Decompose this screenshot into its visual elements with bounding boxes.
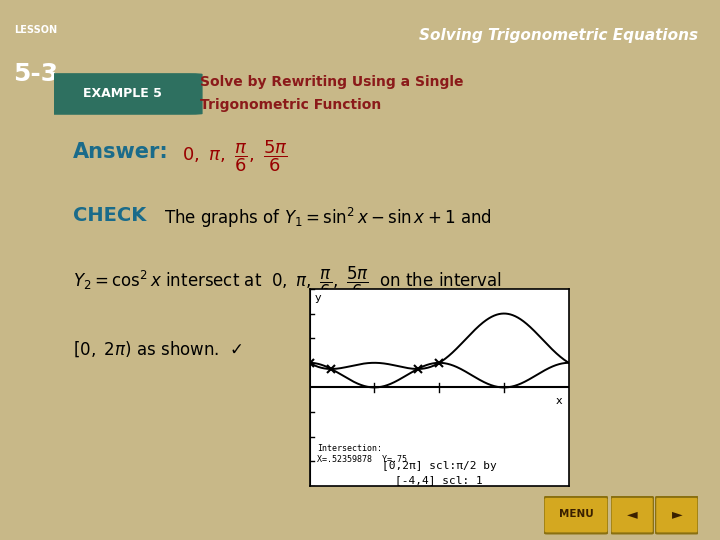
Text: Solving Trigonometric Equations: Solving Trigonometric Equations	[419, 28, 698, 43]
FancyBboxPatch shape	[42, 73, 202, 115]
Text: 5-3: 5-3	[13, 62, 58, 86]
Text: ►: ►	[672, 508, 682, 522]
Text: Intersection:
X=.52359878  Y=.75: Intersection: X=.52359878 Y=.75	[317, 444, 407, 463]
Text: EXAMPLE 5: EXAMPLE 5	[83, 86, 161, 99]
FancyBboxPatch shape	[544, 497, 608, 534]
Text: Solve by Rewriting Using a Single: Solve by Rewriting Using a Single	[199, 75, 463, 89]
Text: MENU: MENU	[559, 509, 593, 519]
FancyBboxPatch shape	[655, 497, 698, 534]
Text: x: x	[556, 396, 562, 406]
Text: $0,\ \pi,\ \dfrac{\pi}{6},\ \dfrac{5\pi}{6}$: $0,\ \pi,\ \dfrac{\pi}{6},\ \dfrac{5\pi}…	[182, 138, 288, 174]
Text: [0,2π] scl:π/2 by
[-4,4] scl: 1: [0,2π] scl:π/2 by [-4,4] scl: 1	[382, 461, 497, 484]
Text: The graphs of $\mathit{Y}_1 = \sin^2\mathit{x} - \sin\mathit{x} + 1$ and: The graphs of $\mathit{Y}_1 = \sin^2\mat…	[164, 206, 492, 230]
Text: Trigonometric Function: Trigonometric Function	[199, 98, 381, 112]
Text: $\mathit{Y}_2 = \cos^2\mathit{x}$ intersect at  $0,\ \pi,\ \dfrac{\pi}{6},\ \dfr: $\mathit{Y}_2 = \cos^2\mathit{x}$ inters…	[73, 265, 502, 300]
FancyBboxPatch shape	[611, 497, 654, 534]
Polygon shape	[108, 103, 144, 135]
Text: $[0,\ 2\pi)$ as shown.  $\checkmark$: $[0,\ 2\pi)$ as shown. $\checkmark$	[73, 340, 243, 359]
Text: ◄: ◄	[627, 508, 637, 522]
Text: Answer:: Answer:	[73, 142, 169, 162]
Text: LESSON: LESSON	[14, 25, 57, 35]
Text: CHECK: CHECK	[73, 206, 147, 225]
Text: y: y	[315, 293, 321, 303]
